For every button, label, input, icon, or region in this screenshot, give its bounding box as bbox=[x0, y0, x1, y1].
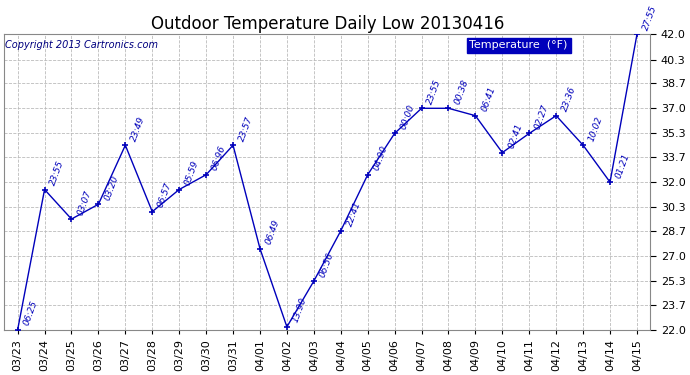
Text: 05:59: 05:59 bbox=[184, 159, 201, 187]
Text: 02:41: 02:41 bbox=[506, 122, 524, 150]
Text: Temperature  (°F): Temperature (°F) bbox=[469, 40, 568, 50]
Text: 23:49: 23:49 bbox=[130, 115, 147, 142]
Text: 06:41: 06:41 bbox=[480, 86, 497, 113]
Text: 23:55: 23:55 bbox=[426, 78, 443, 105]
Text: 23:55: 23:55 bbox=[49, 159, 66, 187]
Text: 06:57: 06:57 bbox=[157, 182, 174, 209]
Title: Outdoor Temperature Daily Low 20130416: Outdoor Temperature Daily Low 20130416 bbox=[150, 15, 504, 33]
Text: 06:96: 06:96 bbox=[210, 144, 228, 172]
Text: 22:41: 22:41 bbox=[345, 201, 362, 228]
Text: 03:20: 03:20 bbox=[103, 174, 120, 201]
Text: 27:55: 27:55 bbox=[641, 4, 658, 32]
Text: 06:49: 06:49 bbox=[264, 218, 282, 246]
Text: 13:90: 13:90 bbox=[291, 297, 308, 324]
Text: 04:90: 04:90 bbox=[372, 144, 389, 172]
Text: 02:27: 02:27 bbox=[533, 103, 551, 130]
Text: Copyright 2013 Cartronics.com: Copyright 2013 Cartronics.com bbox=[6, 40, 159, 50]
Text: 00:00: 00:00 bbox=[399, 103, 416, 130]
Text: 23:57: 23:57 bbox=[237, 115, 255, 142]
Text: 06:25: 06:25 bbox=[22, 300, 39, 327]
Text: 06:56: 06:56 bbox=[318, 251, 335, 278]
Text: 10:02: 10:02 bbox=[587, 115, 604, 142]
Text: 23:36: 23:36 bbox=[560, 86, 578, 113]
Text: 01:21: 01:21 bbox=[614, 152, 631, 179]
Text: 03:07: 03:07 bbox=[76, 189, 93, 216]
Text: 00:38: 00:38 bbox=[453, 78, 470, 105]
